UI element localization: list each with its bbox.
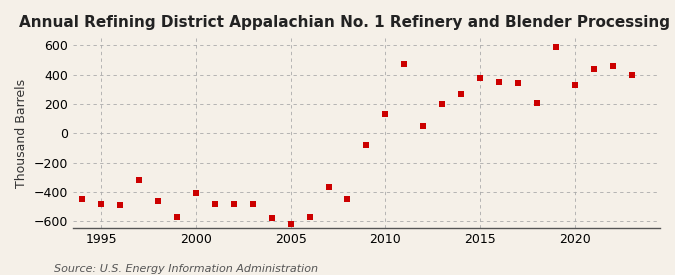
Point	[608, 64, 618, 68]
Title: Annual Refining District Appalachian No. 1 Refinery and Blender Processing Gain: Annual Refining District Appalachian No.…	[19, 15, 675, 30]
Point	[475, 75, 485, 80]
Point	[209, 201, 220, 206]
Point	[134, 178, 144, 182]
Point	[304, 214, 315, 219]
Point	[361, 143, 372, 147]
Point	[77, 197, 88, 201]
Point	[418, 124, 429, 128]
Y-axis label: Thousand Barrels: Thousand Barrels	[15, 79, 28, 188]
Point	[493, 80, 504, 84]
Point	[569, 83, 580, 87]
Point	[266, 216, 277, 220]
Point	[96, 201, 107, 206]
Point	[399, 62, 410, 67]
Point	[228, 201, 239, 206]
Point	[380, 112, 391, 116]
Point	[190, 191, 201, 196]
Point	[437, 102, 448, 106]
Point	[589, 67, 599, 71]
Point	[153, 198, 163, 203]
Point	[286, 222, 296, 226]
Point	[550, 45, 561, 49]
Point	[171, 214, 182, 219]
Point	[247, 201, 258, 206]
Text: Source: U.S. Energy Information Administration: Source: U.S. Energy Information Administ…	[54, 264, 318, 274]
Point	[531, 100, 542, 105]
Point	[512, 81, 523, 86]
Point	[456, 92, 466, 96]
Point	[323, 185, 334, 189]
Point	[342, 197, 353, 201]
Point	[115, 203, 126, 207]
Point	[626, 73, 637, 77]
